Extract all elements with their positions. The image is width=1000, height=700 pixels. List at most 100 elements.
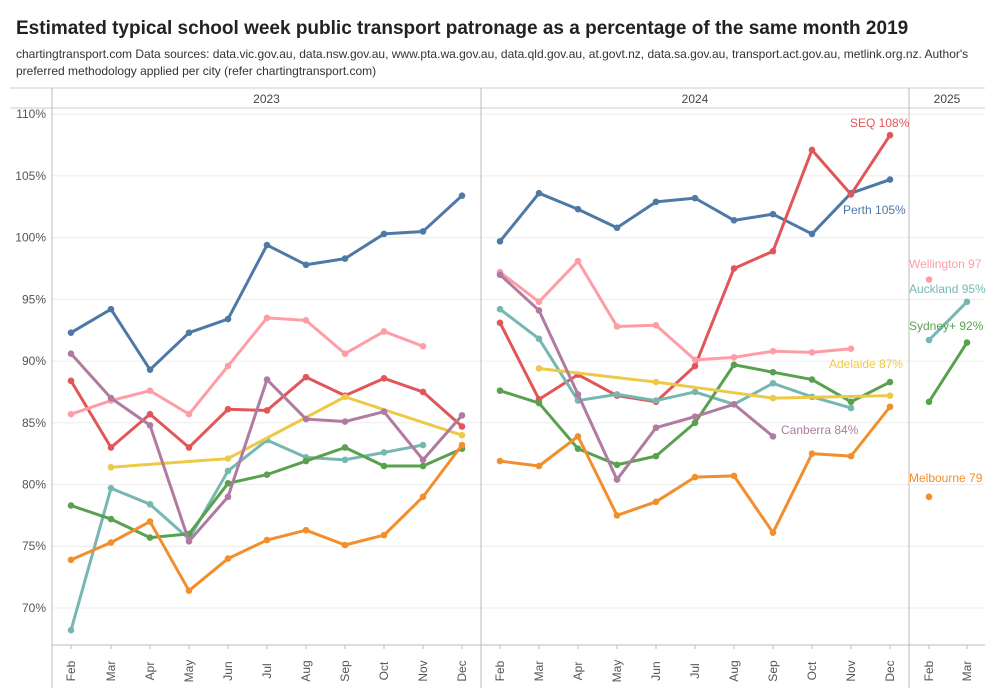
data-point-perth bbox=[458, 192, 466, 199]
data-point-melbourne bbox=[458, 441, 466, 449]
data-point-perth bbox=[535, 189, 543, 197]
data-point-melbourne bbox=[496, 457, 504, 465]
data-point-wellington bbox=[808, 349, 816, 356]
data-point-wellington bbox=[302, 317, 310, 324]
series-label-seq: SEQ 108% bbox=[850, 116, 910, 130]
x-tick-label: Jun bbox=[221, 661, 235, 680]
y-tick-label: 110% bbox=[16, 107, 46, 121]
data-point-perth bbox=[185, 329, 193, 336]
data-point-adelaide bbox=[769, 394, 777, 402]
data-point-wellington bbox=[380, 328, 388, 335]
x-tick-label: Dec bbox=[455, 660, 469, 681]
data-point-wellington bbox=[613, 323, 621, 330]
data-point-melbourne bbox=[886, 403, 894, 411]
data-point-auckland bbox=[652, 397, 660, 404]
data-point-sydney bbox=[419, 462, 427, 470]
data-point-canberra bbox=[107, 394, 115, 402]
x-tick-label: Apr bbox=[571, 662, 585, 681]
data-point-wellington bbox=[769, 347, 777, 355]
x-tick-label: Feb bbox=[922, 660, 936, 681]
data-point-perth bbox=[613, 224, 621, 232]
data-point-melbourne bbox=[263, 536, 271, 544]
data-point-sydney bbox=[574, 445, 582, 453]
data-point-wellington bbox=[67, 410, 75, 418]
data-point-canberra bbox=[67, 350, 75, 357]
data-point-auckland bbox=[341, 456, 349, 464]
series-line-auckland bbox=[927, 300, 969, 342]
series-label-adelaide: Adelaide 87% bbox=[829, 357, 903, 371]
x-tick-label: Sep bbox=[338, 660, 352, 682]
data-point-canberra bbox=[341, 418, 349, 425]
data-point-adelaide bbox=[652, 378, 660, 386]
series-line-canberra bbox=[498, 273, 775, 482]
data-point-canberra bbox=[302, 415, 310, 423]
data-point-melbourne bbox=[302, 526, 310, 534]
data-point-adelaide bbox=[224, 455, 232, 462]
data-point-sydney bbox=[67, 502, 75, 509]
data-point-melbourne bbox=[847, 452, 855, 460]
y-tick-label: 85% bbox=[22, 416, 46, 430]
data-point-melbourne bbox=[341, 541, 349, 549]
data-point-melbourne bbox=[574, 433, 582, 440]
series-sydney bbox=[67, 339, 971, 541]
series-perth bbox=[67, 176, 894, 374]
data-point-wellington bbox=[224, 362, 232, 370]
chart-subtitle: chartingtransport.com Data sources: data… bbox=[16, 47, 969, 78]
data-point-melbourne bbox=[691, 473, 699, 481]
x-tick-label: Jun bbox=[649, 661, 663, 680]
data-point-melbourne bbox=[107, 539, 115, 546]
data-point-auckland bbox=[224, 467, 232, 475]
data-point-canberra bbox=[146, 421, 154, 429]
series-line-auckland bbox=[498, 307, 853, 410]
data-point-sydney bbox=[769, 368, 777, 376]
x-tick-label: Mar bbox=[960, 661, 974, 682]
data-point-seq bbox=[67, 377, 75, 385]
panel-header-2024: 2024 bbox=[682, 92, 709, 106]
data-point-sydney bbox=[146, 534, 154, 541]
panel-header-2023: 2023 bbox=[253, 92, 280, 106]
y-tick-label: 80% bbox=[22, 478, 46, 492]
data-point-wellington bbox=[574, 257, 582, 265]
data-point-auckland bbox=[847, 404, 855, 412]
data-point-wellington bbox=[341, 350, 349, 357]
series-label-sydney: Sydney+ 92% bbox=[909, 319, 984, 333]
data-point-seq bbox=[380, 375, 388, 382]
data-point-seq bbox=[458, 423, 466, 430]
data-point-seq bbox=[224, 405, 232, 413]
x-tick-label: Apr bbox=[143, 662, 157, 681]
data-point-sydney bbox=[963, 339, 971, 346]
data-point-sydney bbox=[380, 462, 388, 470]
series-label-canberra: Canberra 84% bbox=[781, 423, 859, 437]
x-tick-label: May bbox=[610, 660, 624, 683]
data-point-adelaide bbox=[886, 392, 894, 399]
data-point-auckland bbox=[67, 626, 75, 634]
data-point-wellington bbox=[419, 342, 427, 350]
data-point-perth bbox=[419, 228, 427, 235]
data-point-canberra bbox=[380, 408, 388, 415]
data-point-canberra bbox=[458, 412, 466, 419]
data-point-perth bbox=[730, 217, 738, 224]
x-tick-label: Nov bbox=[844, 660, 858, 681]
x-tick-label: Oct bbox=[377, 661, 391, 680]
data-point-seq bbox=[263, 407, 271, 414]
data-point-wellington bbox=[263, 314, 271, 322]
data-point-auckland bbox=[380, 449, 388, 456]
data-point-perth bbox=[224, 315, 232, 323]
data-point-perth bbox=[574, 205, 582, 213]
series-canberra bbox=[67, 271, 777, 545]
panel-header-2025: 2025 bbox=[934, 92, 961, 106]
data-point-perth bbox=[146, 366, 154, 374]
data-point-sydney bbox=[925, 398, 933, 406]
data-point-seq bbox=[419, 388, 427, 396]
data-point-perth bbox=[380, 230, 388, 238]
data-point-adelaide bbox=[341, 393, 349, 401]
data-point-melbourne bbox=[652, 498, 660, 506]
data-point-wellington bbox=[652, 321, 660, 329]
x-tick-label: Aug bbox=[299, 660, 313, 681]
data-point-auckland bbox=[419, 441, 427, 449]
data-point-perth bbox=[886, 176, 894, 183]
series-line-wellington bbox=[69, 316, 425, 416]
series-line-adelaide bbox=[109, 395, 464, 469]
data-point-perth bbox=[769, 210, 777, 218]
series-wellington bbox=[67, 257, 933, 418]
